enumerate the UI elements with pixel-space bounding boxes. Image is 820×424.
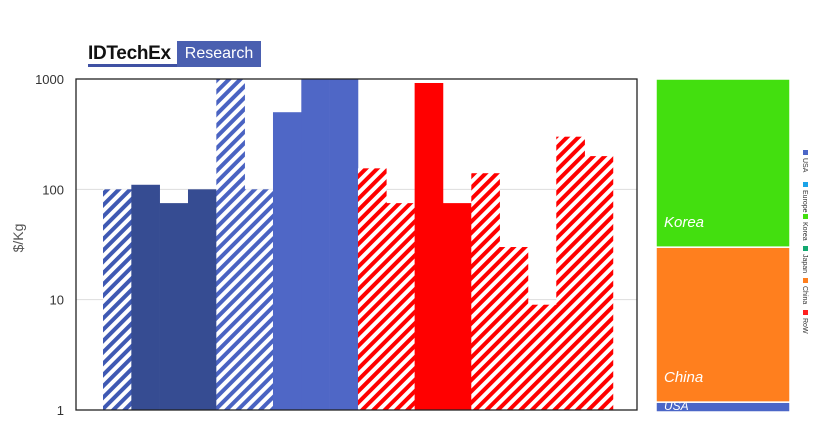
idtechex-logo: IDTechEx Research	[88, 41, 262, 67]
legend-item: Korea	[800, 214, 816, 246]
legend-item: Europe	[800, 182, 816, 214]
legend-item: China	[800, 278, 816, 310]
legend: USA Europe Korea Japan China RoW	[800, 150, 816, 342]
legend-item: USA	[800, 150, 816, 182]
bar	[131, 184, 160, 410]
bar	[556, 136, 585, 410]
segment-label: China	[664, 369, 703, 386]
legend-item: Japan	[800, 246, 816, 278]
bar	[103, 189, 132, 410]
y-tick-label: 10	[50, 293, 64, 308]
bar	[414, 82, 444, 410]
legend-swatch	[803, 246, 808, 251]
legend-swatch	[803, 310, 808, 315]
segment-label: Korea	[664, 214, 704, 231]
legend-swatch	[803, 214, 808, 219]
legend-label: RoW	[801, 318, 808, 334]
legend-label: Europe	[801, 190, 808, 213]
y-tick-label: 1000	[35, 72, 64, 87]
bar	[471, 173, 500, 410]
bar	[442, 203, 472, 410]
y-tick-label: 100	[42, 182, 64, 197]
legend-swatch	[803, 278, 808, 283]
bar	[386, 203, 415, 410]
legend-item: RoW	[800, 310, 816, 342]
bar	[584, 156, 614, 410]
bar	[244, 189, 274, 410]
legend-label: China	[801, 286, 808, 305]
segment-china	[655, 246, 791, 403]
bar	[499, 247, 529, 410]
plot-frame	[75, 78, 638, 411]
legend-label: USA	[801, 158, 808, 173]
logo-brand: IDTechEx	[88, 41, 177, 67]
bar	[159, 203, 189, 410]
legend-label: Japan	[801, 254, 808, 274]
logo-tag: Research	[176, 41, 262, 67]
segment-korea	[655, 78, 791, 248]
bar	[527, 304, 557, 410]
y-axis-label: $/Kg	[10, 223, 26, 253]
legend-label: Korea	[801, 222, 808, 241]
legend-swatch	[803, 182, 808, 187]
bar	[329, 79, 359, 410]
y-tick-label: 1	[57, 403, 64, 418]
bar	[272, 112, 302, 410]
bars	[103, 79, 614, 410]
legend-swatch	[803, 150, 808, 155]
bar	[357, 168, 387, 410]
bar	[216, 79, 245, 410]
y-tick-labels: 1 10 100 1000	[35, 72, 64, 418]
bar	[187, 189, 217, 410]
bar	[301, 79, 330, 410]
